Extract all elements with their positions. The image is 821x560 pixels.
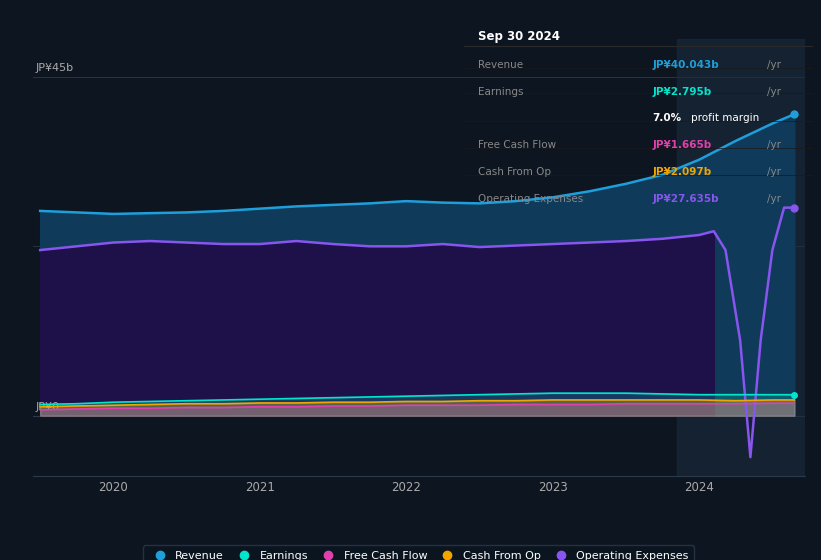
Text: JP¥45b: JP¥45b: [36, 63, 74, 73]
Text: Revenue: Revenue: [478, 60, 523, 70]
Text: JP¥2.795b: JP¥2.795b: [653, 87, 712, 97]
Text: /yr: /yr: [768, 167, 782, 177]
Text: /yr: /yr: [768, 140, 782, 150]
Text: Cash From Op: Cash From Op: [478, 167, 551, 177]
Text: JP¥2.097b: JP¥2.097b: [653, 167, 712, 177]
Text: /yr: /yr: [768, 87, 782, 97]
Text: Earnings: Earnings: [478, 87, 523, 97]
Text: 7.0%: 7.0%: [653, 113, 681, 123]
Text: Operating Expenses: Operating Expenses: [478, 194, 583, 204]
Text: /yr: /yr: [768, 194, 782, 204]
Text: /yr: /yr: [768, 60, 782, 70]
Text: JP¥0: JP¥0: [36, 402, 60, 412]
Text: JP¥1.665b: JP¥1.665b: [653, 140, 712, 150]
Text: Sep 30 2024: Sep 30 2024: [478, 30, 560, 44]
Bar: [677, 39, 805, 476]
Text: Free Cash Flow: Free Cash Flow: [478, 140, 556, 150]
Legend: Revenue, Earnings, Free Cash Flow, Cash From Op, Operating Expenses: Revenue, Earnings, Free Cash Flow, Cash …: [143, 545, 695, 560]
Text: JP¥27.635b: JP¥27.635b: [653, 194, 719, 204]
Text: JP¥40.043b: JP¥40.043b: [653, 60, 719, 70]
Text: profit margin: profit margin: [690, 113, 759, 123]
